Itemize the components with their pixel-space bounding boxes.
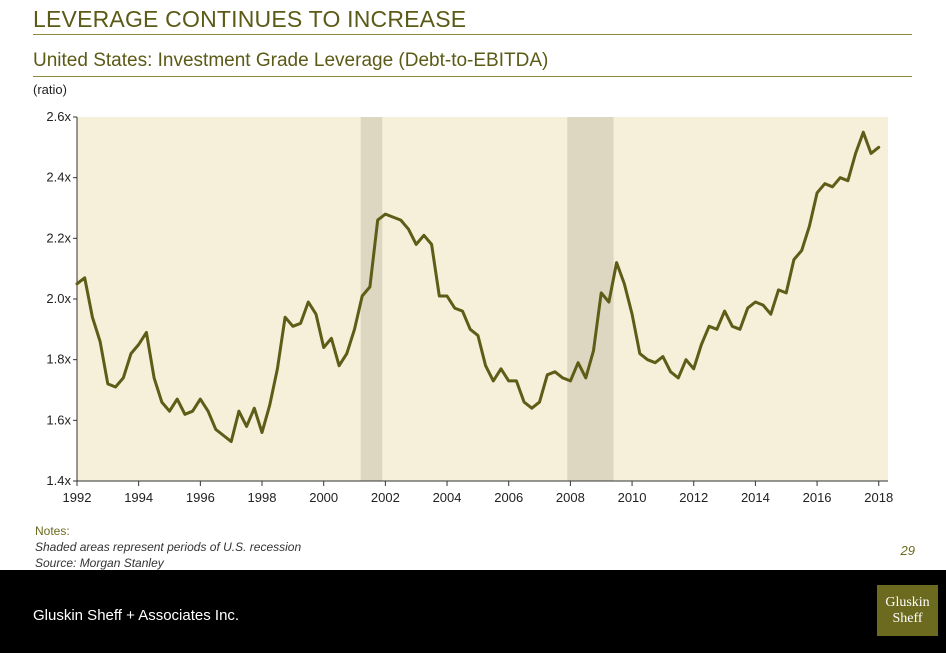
series-line-leverage: [75, 130, 881, 444]
notes: Notes: Shaded areas represent periods of…: [35, 523, 301, 571]
x-tick-label-3: 1998: [248, 490, 277, 505]
logo-word-gluskin: Gluskin: [885, 595, 930, 610]
chart-title-rule: [33, 76, 912, 77]
x-tick-label-8: 2008: [556, 490, 585, 505]
y-tick-label-5: 2.4x: [46, 170, 71, 185]
notes-heading: Notes:: [35, 524, 70, 538]
note-source: Source: Morgan Stanley: [35, 556, 164, 570]
logo-word-sheff: Sheff: [892, 611, 923, 626]
x-tick-label-13: 2018: [864, 490, 893, 505]
y-tick-label-3: 2.0x: [46, 291, 71, 306]
y-axis-unit-label: (ratio): [33, 82, 67, 97]
x-tick-label-1: 1994: [124, 490, 153, 505]
page-number: 29: [900, 543, 915, 558]
axes: 1.4x 1.6x 1.8x 2.0x 2.2x 2.4x 2.6x 1992 1994 1996…: [46, 109, 893, 505]
y-tick-label-4: 2.2x: [46, 230, 71, 245]
x-tick-label-4: 2000: [309, 490, 338, 505]
plot-area: [77, 117, 888, 481]
x-tick-label-0: 1992: [63, 490, 92, 505]
leverage-line-chart: 1.4x 1.6x 1.8x 2.0x 2.2x 2.4x 2.6x 1992 1994 1996…: [46, 109, 893, 505]
x-tick-label-6: 2004: [433, 490, 462, 505]
x-tick-label-10: 2012: [679, 490, 708, 505]
footer-bar: Gluskin Sheff + Associates Inc. Gluskin …: [0, 570, 946, 653]
footer-company-name: Gluskin Sheff + Associates Inc.: [33, 607, 240, 624]
recession-band-0: [360, 117, 383, 481]
y-tick-label-6: 2.6x: [46, 109, 71, 124]
title-rule: [33, 34, 912, 35]
x-tick-label-2: 1996: [186, 490, 215, 505]
note-recession: Shaded areas represent periods of U.S. r…: [35, 540, 302, 554]
company-logo: Gluskin Sheff: [877, 585, 938, 636]
x-tick-label-5: 2002: [371, 490, 400, 505]
x-tick-label-7: 2006: [494, 490, 523, 505]
chart-title: United States: Investment Grade Leverage…: [33, 50, 549, 71]
y-tick-label-1: 1.6x: [46, 412, 71, 427]
y-tick-label-0: 1.4x: [46, 473, 71, 488]
x-tick-label-11: 2014: [741, 490, 770, 505]
x-tick-label-9: 2010: [618, 490, 647, 505]
y-tick-label-2: 1.8x: [46, 352, 71, 367]
x-tick-label-12: 2016: [803, 490, 832, 505]
slide-title: LEVERAGE CONTINUES TO INCREASE: [33, 6, 467, 32]
